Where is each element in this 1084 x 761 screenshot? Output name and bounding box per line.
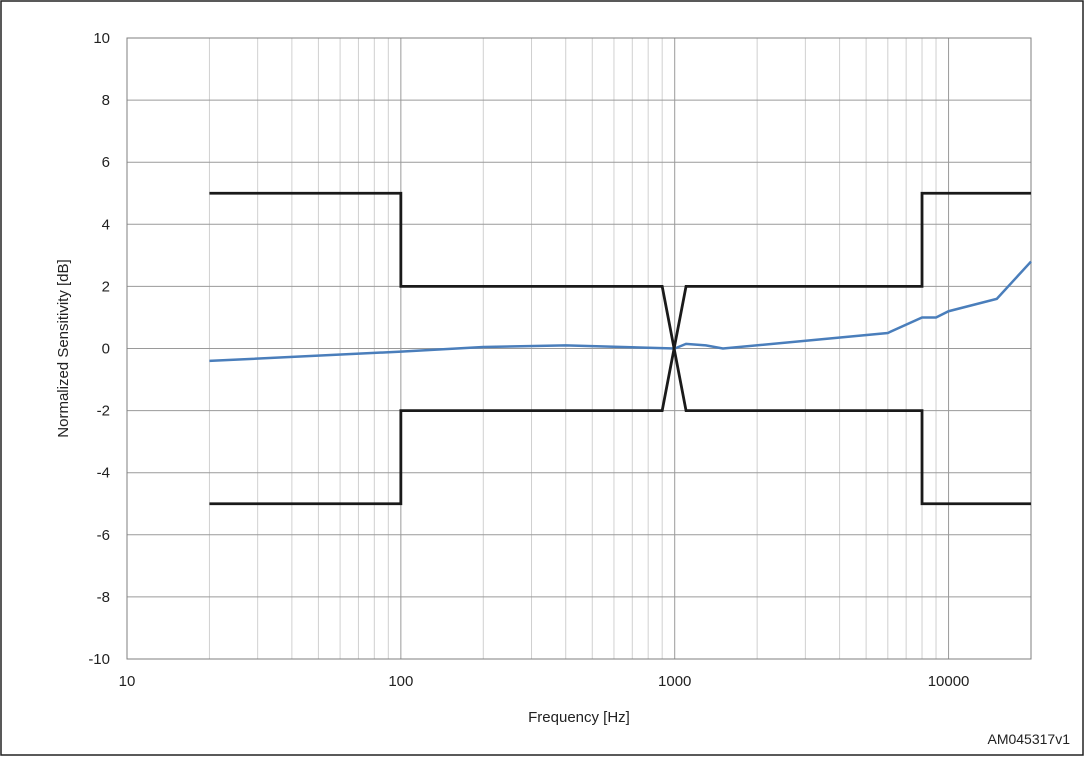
x-tick-label: 1000 [658, 673, 691, 690]
plot-area [126, 37, 1032, 660]
x-tick-label: 10 [119, 673, 136, 690]
x-tick-label: 10000 [928, 673, 970, 690]
x-tick-labels: 10 100 1000 10000 [119, 673, 970, 690]
series-line-response [209, 260, 1032, 363]
y-tick-label: 8 [102, 92, 110, 109]
y-tick-label: 10 [93, 30, 110, 47]
y-tick-label: -4 [97, 465, 110, 482]
y-tick-label: -2 [97, 403, 110, 420]
reference-label: AM045317v1 [987, 731, 1070, 747]
series-layer [209, 191, 1032, 506]
x-axis-title: Frequency [Hz] [528, 709, 630, 726]
y-tick-label: 6 [102, 154, 110, 171]
y-tick-label: -8 [97, 589, 110, 606]
y-tick-label: 0 [102, 341, 110, 358]
series-line-limit [209, 191, 1031, 506]
y-tick-labels: -10 -8 -6 -4 -2 0 2 4 6 8 10 [88, 30, 110, 668]
y-axis-title: Normalized Sensitivity [dB] [55, 259, 72, 437]
y-tick-label: 2 [102, 278, 110, 295]
x-tick-label: 100 [388, 673, 413, 690]
y-tick-label: -10 [88, 651, 110, 668]
y-tick-label: -6 [97, 527, 110, 544]
y-tick-label: 4 [102, 216, 110, 233]
